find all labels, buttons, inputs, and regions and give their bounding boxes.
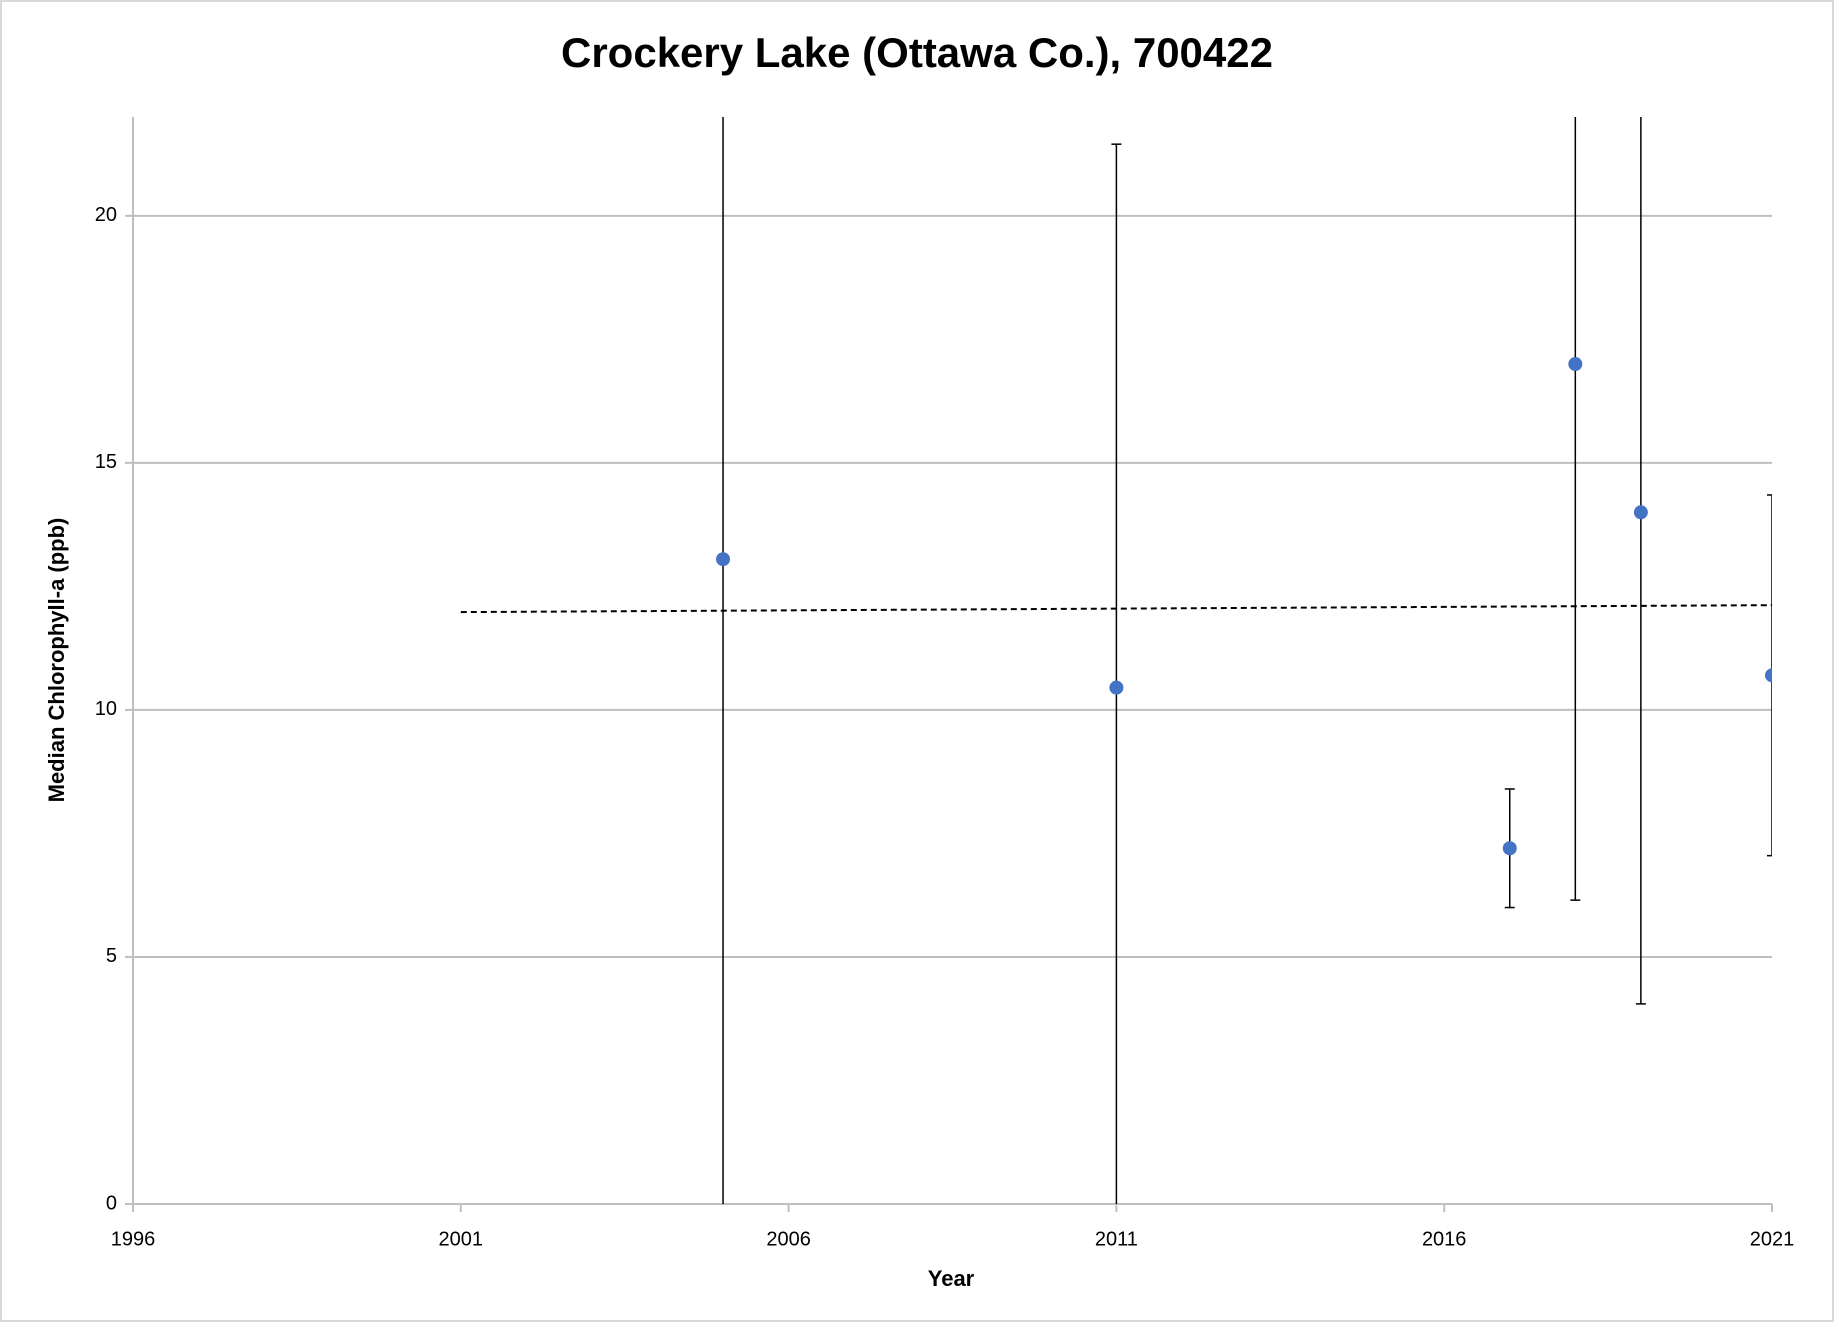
y-tick-label: 20 bbox=[95, 204, 117, 226]
x-tick-label: 2021 bbox=[1750, 1228, 1795, 1250]
x-tick-label: 2016 bbox=[1422, 1228, 1467, 1250]
data-point bbox=[1765, 668, 1772, 683]
y-tick-label: 5 bbox=[106, 945, 117, 967]
plot-area bbox=[460, 117, 1772, 1204]
data-point bbox=[1502, 841, 1517, 856]
data-point bbox=[716, 552, 731, 567]
data-point bbox=[1109, 680, 1124, 695]
trendline bbox=[460, 604, 1772, 614]
y-axis-label: Median Chlorophyll-a (ppb) bbox=[44, 518, 69, 803]
chart-title: Crockery Lake (Ottawa Co.), 700422 bbox=[561, 29, 1273, 76]
x-tick-label: 2011 bbox=[1095, 1228, 1138, 1250]
x-tick-label: 1996 bbox=[111, 1228, 156, 1250]
x-tick-label: 2006 bbox=[766, 1228, 811, 1250]
x-axis-label: Year bbox=[928, 1266, 975, 1291]
data-point bbox=[1633, 505, 1648, 520]
y-tick-label: 0 bbox=[106, 1192, 117, 1214]
y-tick-label: 15 bbox=[95, 451, 117, 473]
data-point bbox=[1568, 357, 1583, 372]
x-tick-label: 2001 bbox=[439, 1228, 484, 1250]
y-tick-label: 10 bbox=[95, 698, 117, 720]
